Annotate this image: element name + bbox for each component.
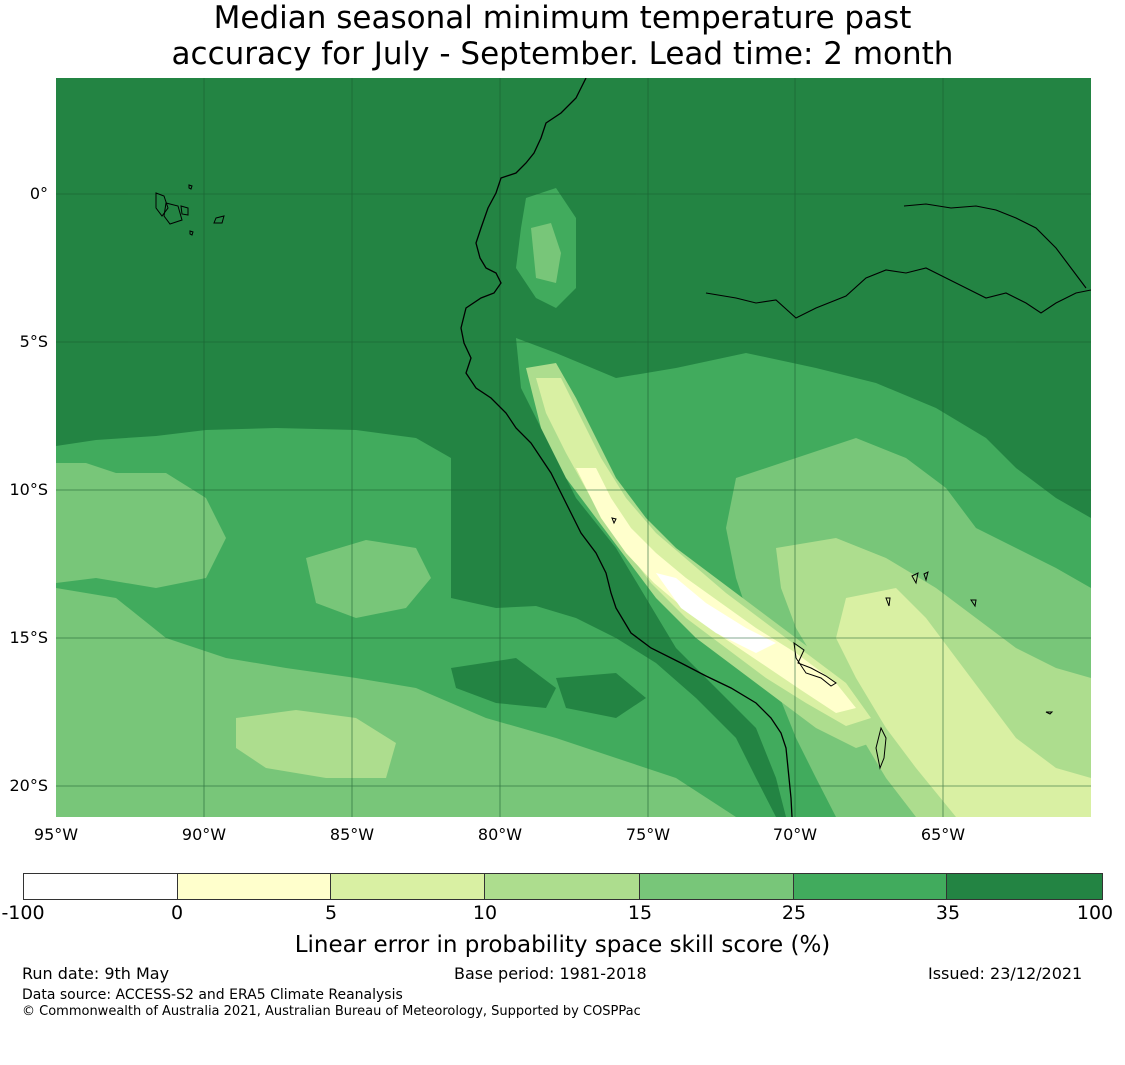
colorbar-segment-5-10 (331, 874, 486, 899)
colorbar-segment-10-15 (485, 874, 640, 899)
colorbar (23, 873, 1103, 900)
small-lakes (611, 517, 1054, 770)
lon-label-90w: 90°W (181, 825, 227, 844)
lake-titicaca (793, 641, 837, 687)
run-date: Run date: 9th May (22, 964, 170, 983)
skill-region-35-100-ocean-patch (451, 658, 556, 708)
colorbar-segment-25-35 (793, 874, 948, 899)
river-amazon-north (903, 203, 1087, 289)
map-area (56, 78, 1091, 817)
colorbar-tick-25: 25 (781, 902, 807, 924)
lat-label-15s: 15°S (9, 628, 48, 647)
river-amazon (705, 267, 1091, 319)
gridlines (56, 78, 1091, 817)
colorbar-tick-10: 10 (472, 902, 498, 924)
title-line-1: Median seasonal minimum temperature past (213, 0, 912, 36)
copyright: © Commonwealth of Australia 2021, Austra… (22, 1004, 641, 1019)
data-source: Data source: ACCESS-S2 and ERA5 Climate … (22, 987, 403, 1003)
skill-region-15-25-ocean-central (306, 540, 431, 618)
skill-region-15-25-ocean-west (56, 463, 226, 588)
lat-label-5s: 5°S (19, 332, 48, 351)
lat-label-10s: 10°S (9, 480, 48, 499)
colorbar-tick-neg100: -100 (1, 902, 45, 924)
lat-label-0: 0° (29, 184, 48, 203)
skill-region-35-100-ocean-patch-2 (556, 673, 646, 718)
colorbar-tick-0: 0 (170, 902, 184, 924)
skill-region-15-25-coast (531, 223, 561, 283)
skill-region-below-0-ridge (656, 573, 776, 653)
issued-date: Issued: 23/12/2021 (928, 964, 1083, 983)
colorbar-segment-35-100 (947, 874, 1103, 899)
lon-label-95w: 95°W (33, 825, 79, 844)
colorbar-tick-100: 100 (1076, 902, 1114, 924)
lon-label-65w: 65°W (920, 825, 966, 844)
skill-region-5-10-interior (836, 588, 1091, 817)
colorbar-tick-15: 15 (627, 902, 653, 924)
colorbar-segment-15-25 (639, 874, 794, 899)
galapagos-islands (155, 184, 225, 236)
lon-label-85w: 85°W (329, 825, 375, 844)
colorbar-tick-35: 35 (935, 902, 961, 924)
chart-title: Median seasonal minimum temperature past… (0, 0, 1125, 72)
colorbar-segment-0-5 (177, 874, 332, 899)
title-line-2: accuracy for July - September. Lead time… (171, 36, 954, 72)
lat-label-20s: 20°S (9, 776, 48, 795)
skill-region-5-10-ridge (536, 378, 871, 726)
skill-region-0-5-ridge (576, 468, 856, 713)
lon-label-75w: 75°W (625, 825, 671, 844)
skill-region-10-15-ocean-south (236, 710, 396, 778)
colorbar-segment-below-0 (24, 874, 178, 899)
base-period: Base period: 1981-2018 (454, 964, 647, 983)
lon-label-80w: 80°W (477, 825, 523, 844)
coastline (460, 78, 793, 817)
colorbar-label: Linear error in probability space skill … (294, 932, 831, 958)
skill-map (56, 78, 1091, 817)
colorbar-tick-5: 5 (324, 902, 338, 924)
skill-region-15-25-ocean-south (56, 588, 736, 817)
lon-label-70w: 70°W (772, 825, 818, 844)
